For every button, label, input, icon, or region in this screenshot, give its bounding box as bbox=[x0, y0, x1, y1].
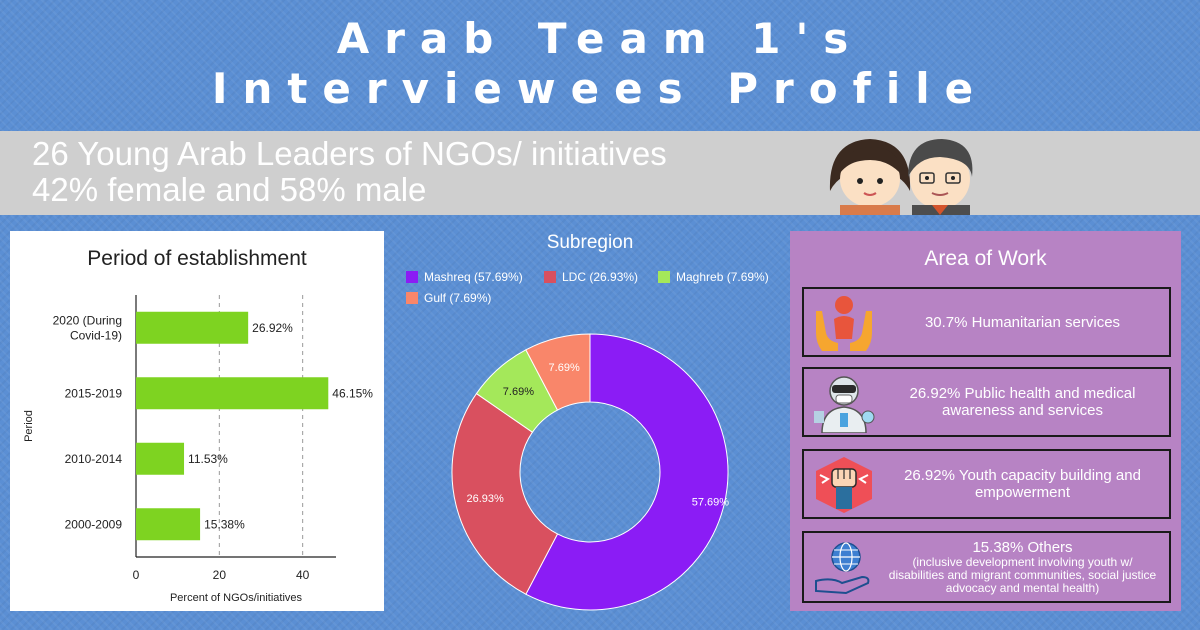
y-axis-label: Period bbox=[23, 410, 35, 442]
globe-hand-icon bbox=[815, 542, 870, 595]
x-tick-label: 20 bbox=[213, 568, 227, 582]
summary-banner: 26 Young Arab Leaders of NGOs/ initiativ… bbox=[0, 131, 1200, 215]
title-line-2: Interviewees Profile bbox=[211, 64, 989, 113]
legend-label: Maghreb (7.69%) bbox=[676, 270, 769, 284]
legend-label: LDC (26.93%) bbox=[562, 270, 639, 284]
bar bbox=[136, 377, 329, 410]
bar bbox=[136, 311, 249, 344]
donut-slice bbox=[525, 333, 729, 611]
x-axis-label: Percent of NGOs/initiatives bbox=[170, 592, 303, 604]
x-tick-label: 40 bbox=[296, 568, 310, 582]
period-chart-panel: Period of establishment 26.92% 2020 (Duri… bbox=[10, 231, 384, 611]
aow-item-subtext: (inclusive development involving youth w… bbox=[888, 555, 1157, 595]
aow-item-others: 15.38% Others (inclusive development inv… bbox=[802, 531, 1171, 603]
donut-slice bbox=[525, 333, 591, 411]
bar-data-label: 46.15% bbox=[332, 386, 373, 400]
aow-item-youth-capacity: 26.92% Youth capacity building and empow… bbox=[802, 449, 1171, 519]
raised-fist-icon bbox=[816, 457, 872, 513]
aow-item-humanitarian: 30.7% Humanitarian services bbox=[802, 287, 1171, 357]
area-of-work-panel: Area of Work 30.7% Humanitarian services… bbox=[790, 231, 1181, 611]
people-avatars-icon bbox=[829, 139, 973, 215]
legend-label: Gulf (7.69%) bbox=[424, 291, 492, 305]
legend-swatch bbox=[658, 271, 670, 283]
subregion-chart-title: Subregion bbox=[546, 232, 634, 253]
category-tick-label: 2010-2014 bbox=[65, 452, 123, 466]
legend-item: Gulf (7.69%) bbox=[406, 291, 491, 305]
donut-slice bbox=[451, 392, 559, 595]
legend-swatch bbox=[406, 271, 418, 283]
category-tick-label: 2020 (During bbox=[53, 313, 122, 327]
page-title: Arab Team 1's Interviewees Profile bbox=[0, 14, 1200, 114]
category-tick-label: Covid-19) bbox=[70, 328, 122, 342]
category-tick-label: 2015-2019 bbox=[65, 386, 123, 400]
category-tick-label: 2000-2009 bbox=[65, 517, 123, 531]
bar-data-label: 11.53% bbox=[188, 452, 228, 466]
period-chart-title: Period of establishment bbox=[87, 247, 307, 270]
legend-item: Maghreb (7.69%) bbox=[658, 270, 769, 284]
bar bbox=[136, 508, 201, 541]
donut-data-label: 7.69% bbox=[503, 386, 534, 398]
donut-data-label: 57.69% bbox=[692, 497, 730, 509]
aow-item-text: 26.92% Youth capacity building and empow… bbox=[904, 467, 1141, 501]
legend-swatch bbox=[544, 271, 556, 283]
aow-item-text: 15.38% Others bbox=[972, 539, 1073, 556]
subregion-donut-chart: 57.69% 26.93% 7.69% 7.69% bbox=[451, 333, 730, 611]
aow-item-text: 26.92% Public health and medical awarene… bbox=[909, 385, 1136, 419]
legend-label: Mashreq (57.69%) bbox=[424, 270, 523, 284]
banner-line-1: 26 Young Arab Leaders of NGOs/ initiativ… bbox=[32, 135, 667, 172]
legend-swatch bbox=[406, 292, 418, 304]
banner-line-2: 42% female and 58% male bbox=[32, 171, 427, 208]
medical-worker-icon bbox=[814, 376, 875, 433]
legend-item: LDC (26.93%) bbox=[544, 270, 638, 284]
x-tick-label: 0 bbox=[133, 568, 140, 582]
bar-data-label: 26.92% bbox=[252, 321, 293, 335]
donut-data-label: 26.93% bbox=[466, 493, 504, 505]
title-line-1: Arab Team 1's bbox=[336, 14, 864, 63]
aow-item-text: 30.7% Humanitarian services bbox=[924, 313, 1121, 331]
aow-item-public-health: 26.92% Public health and medical awarene… bbox=[802, 367, 1171, 437]
hands-heart-icon bbox=[816, 296, 872, 351]
donut-data-label: 7.69% bbox=[549, 362, 580, 374]
legend-item: Mashreq (57.69%) bbox=[406, 270, 523, 284]
area-of-work-title: Area of Work bbox=[924, 247, 1047, 270]
bar bbox=[136, 442, 185, 475]
bar-data-label: 15.38% bbox=[204, 517, 245, 531]
